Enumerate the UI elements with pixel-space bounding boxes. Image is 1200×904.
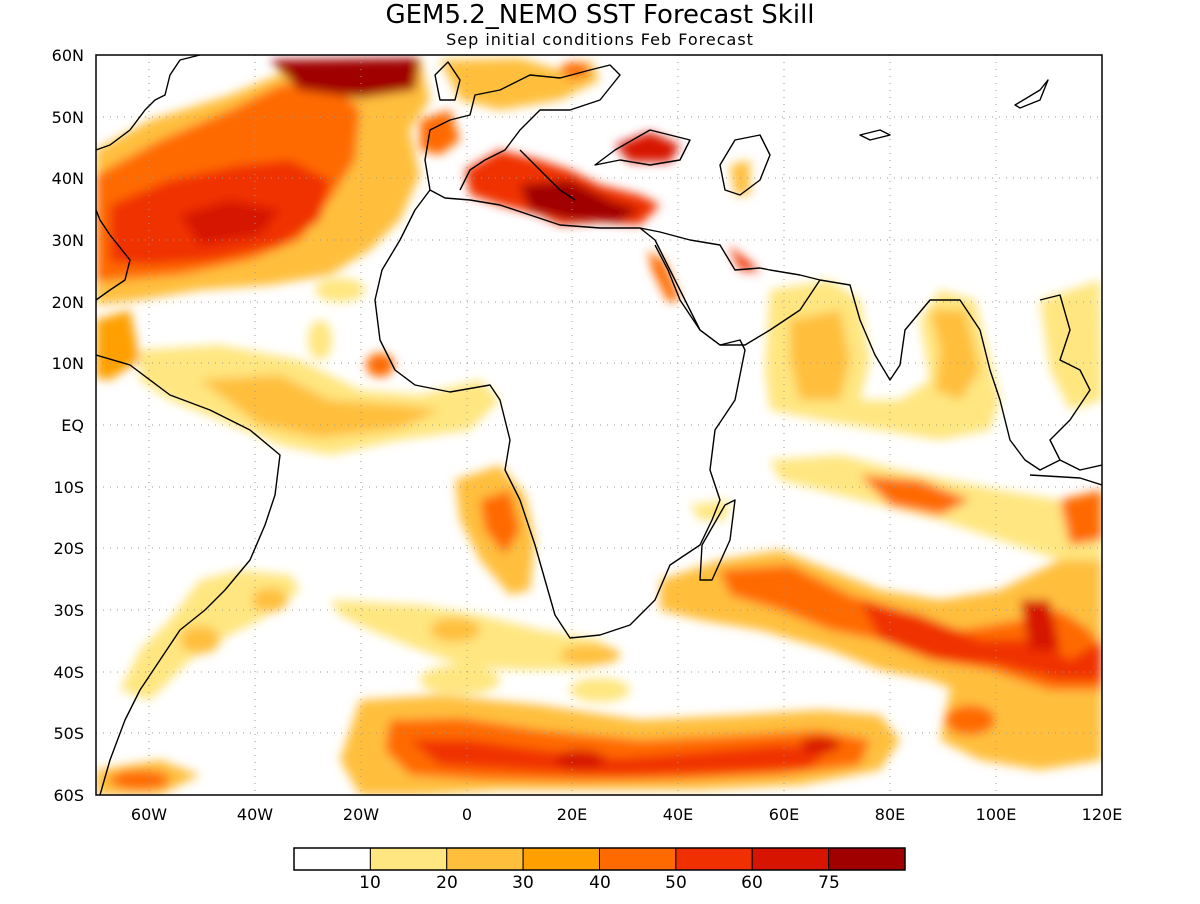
lat-label: 60S bbox=[53, 786, 84, 805]
colorbar-frame bbox=[293, 847, 906, 871]
south-america-coastline bbox=[96, 354, 281, 795]
lon-label: 100E bbox=[976, 805, 1017, 824]
colorbar-swatch bbox=[369, 847, 448, 871]
lat-label: 50S bbox=[53, 724, 84, 743]
equatorial-atlantic-skill bbox=[140, 320, 500, 455]
lon-label: 20W bbox=[343, 805, 379, 824]
lat-label: 40N bbox=[52, 169, 84, 188]
longitude-labels: 60W 40W 20W 0 20E 40E 60E 80E 100E 120E bbox=[131, 805, 1122, 824]
lon-label: 80E bbox=[875, 805, 905, 824]
latitude-labels: 60N 50N 40N 30N 20N 10N EQ 10S 20S 30S 4… bbox=[52, 46, 84, 805]
mediterranean-skill bbox=[465, 132, 760, 302]
colorbar-label: 30 bbox=[512, 873, 534, 893]
india-coastline bbox=[819, 279, 1102, 471]
southeast-atlantic-skill bbox=[455, 465, 730, 595]
colorbar: 10 20 30 40 50 60 75 bbox=[293, 847, 906, 893]
lat-label: 10S bbox=[53, 478, 84, 497]
colorbar-label: 50 bbox=[665, 873, 687, 893]
north-america-coastline bbox=[96, 55, 201, 301]
lat-label: 20S bbox=[53, 539, 84, 558]
south-indian-skill bbox=[660, 455, 1102, 770]
lon-label: 60W bbox=[131, 805, 167, 824]
madagascar-coastline bbox=[699, 499, 736, 581]
colorbar-swatches bbox=[293, 847, 906, 871]
lon-label: 20E bbox=[557, 805, 587, 824]
colorbar-swatch bbox=[599, 847, 677, 871]
colorbar-label: 75 bbox=[818, 873, 840, 893]
coastlines bbox=[96, 55, 1102, 795]
lat-label: 10N bbox=[52, 354, 84, 373]
lat-label: 30N bbox=[52, 231, 84, 250]
colorbar-label: 60 bbox=[741, 873, 763, 893]
europe-coastline bbox=[424, 64, 691, 201]
colorbar-swatch bbox=[675, 847, 753, 871]
lon-label: 40W bbox=[237, 805, 273, 824]
lat-label: EQ bbox=[61, 416, 84, 435]
chart-title: GEM5.2_NEMO SST Forecast Skill bbox=[385, 0, 814, 30]
lat-label: 40S bbox=[53, 663, 84, 682]
colorbar-label: 40 bbox=[589, 873, 611, 893]
lon-label: 0 bbox=[462, 805, 472, 824]
uk-coastline bbox=[434, 61, 461, 101]
grid bbox=[96, 55, 1102, 795]
south-atlantic-skill bbox=[120, 570, 630, 702]
skill-shading bbox=[96, 58, 1102, 795]
chart-subtitle: Sep initial conditions Feb Forecast bbox=[446, 30, 754, 49]
lat-label: 30S bbox=[53, 601, 84, 620]
lon-label: 60E bbox=[769, 805, 799, 824]
southeast-asia-coastline bbox=[1029, 294, 1102, 486]
north-european-skill bbox=[420, 58, 600, 155]
lat-label: 60N bbox=[52, 46, 84, 65]
colorbar-swatch bbox=[522, 847, 600, 871]
asia-coastline bbox=[719, 79, 1049, 196]
north-atlantic-skill bbox=[96, 58, 430, 380]
map-panel bbox=[96, 55, 1102, 795]
colorbar-swatch bbox=[293, 847, 371, 871]
north-indian-skill bbox=[765, 280, 1102, 440]
lon-label: 40E bbox=[663, 805, 693, 824]
southern-ocean-skill bbox=[96, 695, 900, 795]
colorbar-label: 10 bbox=[359, 873, 381, 893]
colorbar-swatch bbox=[446, 847, 524, 871]
lat-label: 50N bbox=[52, 108, 84, 127]
colorbar-swatch bbox=[751, 847, 830, 871]
lon-label: 120E bbox=[1082, 805, 1123, 824]
map-frame bbox=[95, 54, 1103, 796]
lat-label: 20N bbox=[52, 293, 84, 312]
colorbar-labels: 10 20 30 40 50 60 75 bbox=[359, 873, 840, 893]
colorbar-swatch bbox=[828, 847, 906, 871]
colorbar-label: 20 bbox=[436, 873, 458, 893]
